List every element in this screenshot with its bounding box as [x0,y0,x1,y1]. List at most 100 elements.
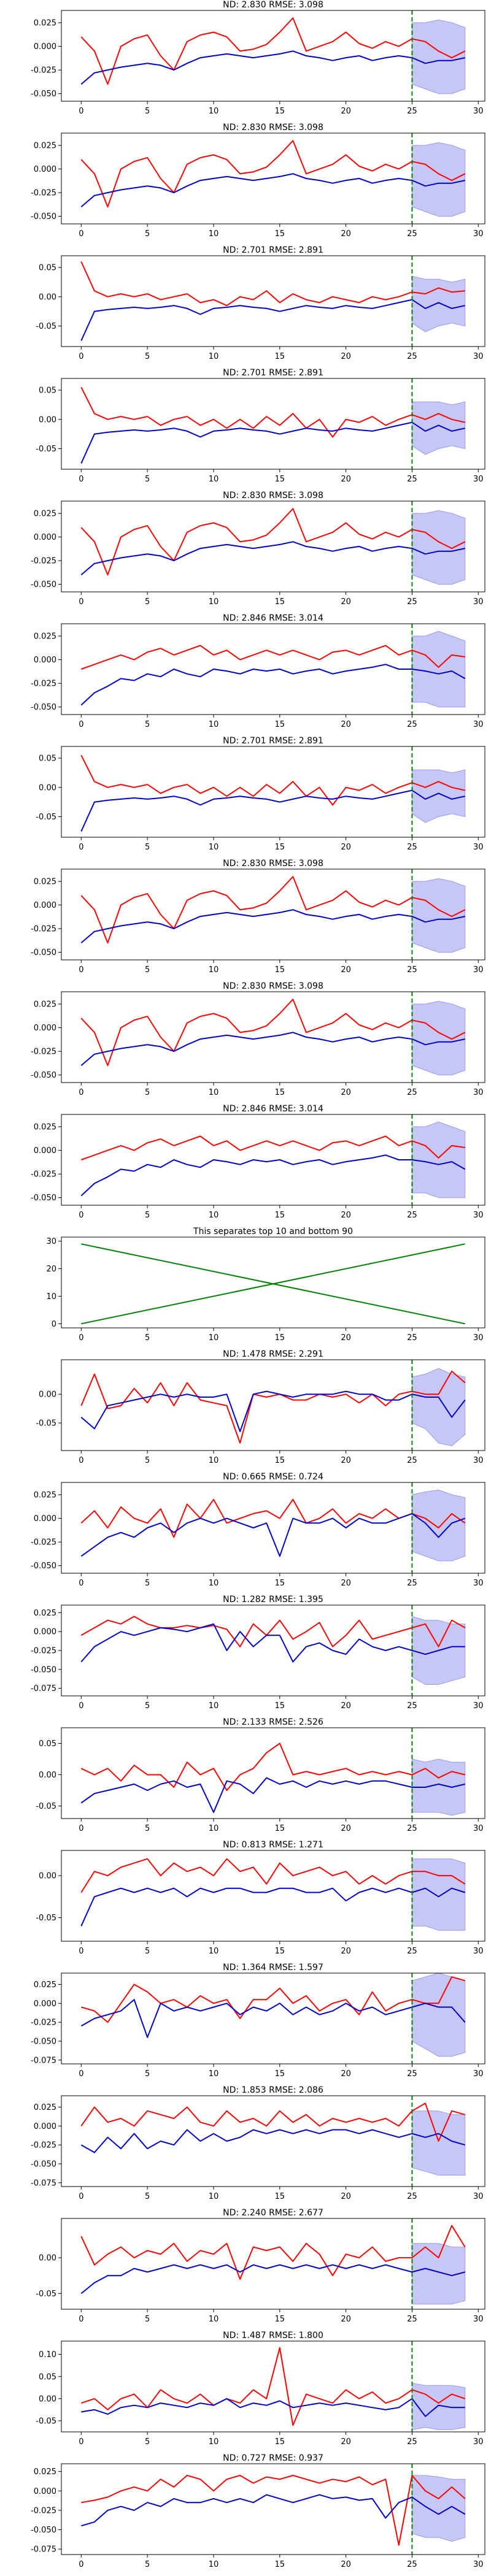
x-tick-label: 10 [209,2192,219,2201]
x-tick-label: 15 [275,1824,285,1833]
chart-panel-6: ND: 2.701 RMSE: 2.891 0 5 10 15 20 25 30 0.05 0.0… [36,736,485,852]
forecast-band [411,19,466,94]
x-tick-label: 20 [341,1824,351,1833]
x-tick-label: 5 [145,597,150,607]
y-tick-label: -0.050 [31,212,56,221]
series-line-1 [80,1154,466,1197]
x-tick-label: 5 [145,1579,150,1588]
y-tick-label: -0.025 [31,1647,56,1656]
x-tick-label: 20 [341,1579,351,1588]
y-tick-label: 0.000 [34,1999,56,2009]
axes-frame [61,2095,485,2187]
x-tick-label: 25 [407,2560,417,2569]
plot-area [80,256,466,347]
x-tick-label: 5 [145,107,150,116]
x-tick-label: 5 [145,1333,150,1343]
series-line-0 [80,508,466,576]
y-tick-label: 0.05 [39,264,56,273]
axes-frame [61,1850,485,1942]
x-tick-label: 5 [145,352,150,361]
y-tick-label: 0.000 [34,901,56,910]
forecast-band [411,1489,466,1562]
x-tick-label: 0 [79,475,83,484]
chart-title: ND: 2.830 RMSE: 3.098 [223,859,323,868]
x-tick-label: 25 [407,107,417,116]
y-tick-label: 0.000 [34,656,56,665]
chart-title: ND: 1.282 RMSE: 1.395 [223,1595,323,1604]
x-tick-label: 0 [79,1456,83,1465]
y-tick-label: -0.05 [36,445,56,454]
x-tick-label: 5 [145,2069,150,2079]
y-tick-label: -0.050 [31,703,56,712]
plot-area [80,2341,466,2432]
y-tick-label: -0.025 [31,1538,56,1547]
y-tick-label: -0.05 [36,1419,56,1428]
x-tick-label: 20 [341,1333,351,1343]
axes-frame [61,2463,485,2555]
chart-title: ND: 2.701 RMSE: 2.891 [223,245,323,255]
series-line-0 [80,140,466,208]
x-tick-label: 25 [407,2069,417,2079]
plot-area [80,378,466,469]
series-line-1 [81,2494,466,2527]
y-tick-label: 0.000 [34,165,56,174]
y-tick-label: 0.05 [39,1739,56,1749]
x-tick-label: 25 [407,2437,417,2447]
x-tick-label: 5 [145,229,150,239]
chart-title: ND: 2.830 RMSE: 3.098 [223,123,323,132]
x-tick-label: 20 [341,597,351,607]
x-tick-label: 20 [341,2315,351,2324]
chart-panel-4: ND: 2.830 RMSE: 3.098 0 5 10 15 20 25 30 0.025 0.… [31,491,485,607]
forecast-band [411,2110,466,2175]
chart-panel-16: ND: 1.364 RMSE: 1.597 0 5 10 15 20 25 30 0.025 0.… [31,1963,485,2079]
x-tick-label: 20 [341,2192,351,2201]
x-tick-label: 10 [209,720,219,729]
x-tick-label: 20 [341,1701,351,1711]
axes-frame [61,1972,485,2064]
y-tick-label: 0.00 [39,783,56,792]
x-tick-label: 0 [79,1701,83,1711]
series-line-1 [80,2264,465,2294]
x-tick-label: 20 [341,1211,351,1220]
y-tick-label: -0.050 [31,1194,56,1203]
forecast-band [411,275,466,332]
x-tick-label: 10 [209,2315,219,2324]
x-tick-label: 30 [473,1211,484,1220]
chart-title: ND: 2.701 RMSE: 2.891 [223,368,323,378]
x-tick-label: 30 [473,2560,484,2569]
y-tick-label: -0.050 [31,2037,56,2047]
plot-area [80,10,466,101]
y-tick-label: 30 [46,1237,56,1246]
y-tick-label: 0.000 [34,1628,56,1637]
x-tick-label: 30 [473,2437,484,2447]
x-tick-label: 25 [407,475,417,484]
x-tick-label: 25 [407,2192,417,2201]
y-tick-label: -0.050 [31,90,56,99]
x-tick-label: 20 [341,843,351,852]
series-line-1 [81,2398,465,2417]
x-tick-label: 30 [473,2192,484,2201]
x-tick-label: 10 [209,107,219,116]
y-tick-label: 10 [46,1292,56,1301]
chart-panel-10: This separates top 10 and bottom 90 0 5 10 1… [46,1227,485,1343]
y-tick-label: -0.025 [31,2018,56,2028]
x-tick-label: 15 [275,1088,285,1097]
x-tick-label: 0 [79,965,83,975]
x-tick-label: 15 [275,1333,285,1343]
axes-frame [61,500,485,592]
y-tick-label: 0.00 [39,293,56,302]
chart-panel-3: ND: 2.701 RMSE: 2.891 0 5 10 15 20 25 30 0.05 0.0… [36,368,485,484]
x-tick-label: 25 [407,843,417,852]
x-tick-label: 20 [341,1947,351,1956]
series-line-1 [80,541,465,576]
series-line-0 [80,999,466,1067]
chart-panel-0: ND: 2.830 RMSE: 3.098 0 5 10 15 20 25 30 0.025 0.… [31,0,485,116]
chart-title: ND: 2.830 RMSE: 3.098 [223,491,323,500]
x-tick-label: 0 [79,2069,83,2079]
x-tick-label: 5 [145,2192,150,2201]
x-tick-label: 15 [275,1579,285,1588]
series-line-0 [80,1858,466,1893]
forecast-band [411,401,466,455]
y-tick-label: -0.05 [36,1914,56,1923]
x-tick-label: 20 [341,720,351,729]
